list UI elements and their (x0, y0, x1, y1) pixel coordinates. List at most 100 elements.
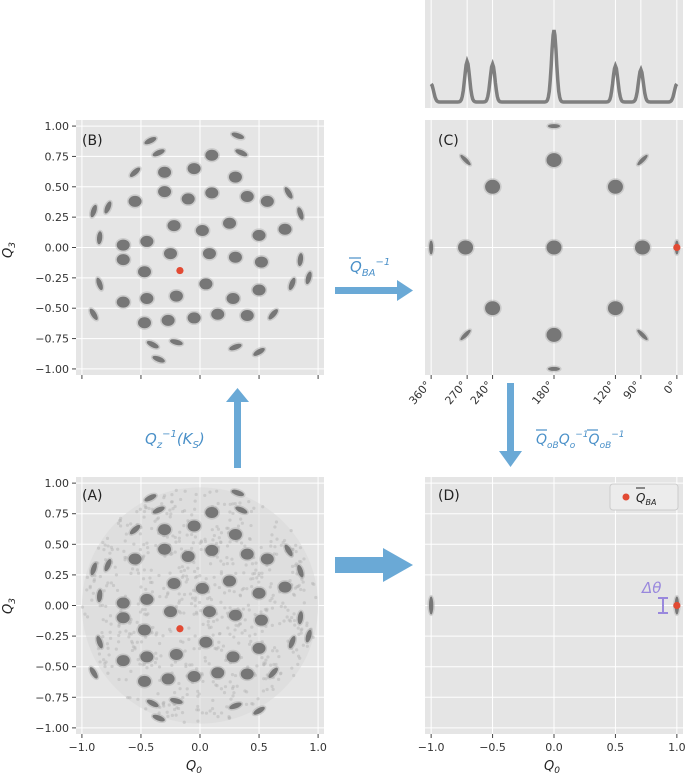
panel-a-dust-point (269, 544, 273, 548)
panel-a-cluster (230, 488, 246, 498)
panel-a-cluster (185, 669, 203, 684)
panel-c-cluster (483, 178, 502, 196)
panel-a-dust-point (314, 595, 318, 600)
panel-a-dust-point (196, 689, 200, 693)
panel-a-dust-point (228, 510, 232, 514)
panel-a-dust-point (177, 609, 181, 613)
panel-a-dust-point (198, 574, 202, 578)
panel-a-dust-point (247, 608, 251, 612)
panel-a-dust-point (193, 589, 197, 593)
panel-a-dust-point (229, 697, 233, 701)
panel-a-dust-point (165, 592, 170, 596)
panel-a-dust-point (250, 562, 255, 566)
panel-a-dust-point (228, 632, 232, 636)
panel-a-dust-point (231, 562, 235, 566)
panel-a-dust-point (170, 551, 174, 556)
panel-a-dust-point (269, 582, 273, 586)
panel-a-dust-point (240, 521, 244, 525)
panel-d-xtick-label: 1.0 (668, 741, 685, 754)
panel-a-dust-point (207, 662, 211, 666)
panel-a-dust-point (244, 702, 249, 706)
panel-a-cluster (250, 586, 268, 601)
panel-a-cluster (94, 634, 105, 650)
panel-a-dust-point (141, 555, 145, 559)
panel-a-cluster (165, 576, 183, 591)
panel-a-dust-point (158, 678, 162, 683)
panel-a-dust-point (132, 542, 136, 546)
panel-a-dust-point (205, 597, 210, 601)
panel-a-dust-point (253, 571, 257, 576)
panel-a-cluster (304, 628, 314, 644)
panel-b-ytick-label: −0.75 (35, 333, 69, 346)
panel-a-dust-point (300, 627, 304, 631)
panel-b-cluster (180, 191, 197, 207)
panel-a-dust-point (256, 697, 260, 701)
panel-a-dust-point (246, 603, 250, 607)
panel-a-dust-point (116, 521, 121, 525)
panel-b-cluster (151, 147, 167, 158)
panel-a-dust-point (190, 513, 194, 517)
panel-a-dust-point (187, 637, 191, 642)
panel-a-dust-point (185, 687, 189, 691)
panel-a-dust-point (225, 705, 229, 709)
panel-a-dust-point (238, 501, 242, 505)
panel-a-dust-point (260, 571, 264, 575)
panel-a-dust-point (261, 689, 266, 693)
panel-a-dust-point (88, 584, 92, 588)
panel-a-dust-point (245, 690, 249, 694)
panel-a-dust-point (129, 522, 133, 526)
panel-a-dust-point (218, 631, 222, 636)
panel-a-dust-point (219, 687, 224, 691)
panel-a-dust-point (265, 687, 269, 692)
panel-b-cluster (230, 131, 246, 141)
panel-a-ytick-label: −0.50 (35, 661, 69, 674)
panel-a-dust-point (211, 680, 215, 684)
panel-a-dust-point (143, 612, 147, 616)
panel-label-d: (D) (438, 488, 460, 504)
panel-a-dust-point (294, 543, 298, 547)
highlight-point-D (673, 601, 681, 610)
panel-b-ytick-label: 0.00 (45, 242, 70, 255)
panel-a-dust-point (269, 663, 273, 667)
panel-a-xtick-label: 0.5 (250, 741, 268, 754)
panel-a-dust-point (127, 635, 131, 639)
panel-a-dust-point (200, 673, 204, 677)
panel-a-dust-point (115, 588, 120, 593)
panel-a-dust-point (227, 715, 231, 719)
panel-a-dust-point (138, 610, 143, 614)
panel-a-dust-point (291, 570, 295, 574)
panel-a-dust-point (292, 618, 297, 623)
panel-a-dust-point (91, 591, 95, 595)
panel-a-cluster (250, 641, 268, 656)
panel-a-dust-point (144, 635, 148, 639)
panel-a-dust-point (162, 586, 166, 590)
panel-a-dust-point (154, 633, 158, 637)
panel-a-dust-point (222, 562, 226, 566)
panel-a-dust-point (129, 632, 133, 636)
panel-a-dust-point (290, 666, 294, 670)
panel-a-cluster (156, 542, 173, 557)
panel-a-dust-point (184, 662, 188, 666)
panel-b-cluster (138, 291, 155, 306)
panel-a-dust-point (285, 615, 289, 619)
panel-a-dust-point (275, 537, 279, 541)
panel-a-dust-point (199, 547, 203, 552)
panel-c-cluster (456, 238, 475, 257)
panel-a-dust-point (144, 707, 148, 711)
panel-a-dust-point (181, 574, 185, 578)
panel-a-ytick-label: 0.25 (45, 569, 70, 582)
panel-a-dust-point (247, 536, 252, 541)
panel-c-cluster (635, 328, 650, 342)
panel-d-xtick-label: 0.5 (607, 741, 625, 754)
panel-b-cluster (160, 313, 177, 328)
panel-a-dust-point (298, 656, 302, 660)
panel-a-dust-point (212, 533, 216, 538)
panel-a-dust-point (270, 606, 275, 610)
panel-a-dust-point (286, 608, 290, 612)
panel-a-dust-point (291, 650, 295, 654)
panel-a-dust-point (233, 673, 238, 678)
panel-a-ytick-label: −0.25 (35, 630, 69, 643)
panel-a-dust-point (192, 647, 196, 651)
panel-a-dust-point (232, 590, 236, 594)
panel-a-dust-point (190, 546, 194, 550)
